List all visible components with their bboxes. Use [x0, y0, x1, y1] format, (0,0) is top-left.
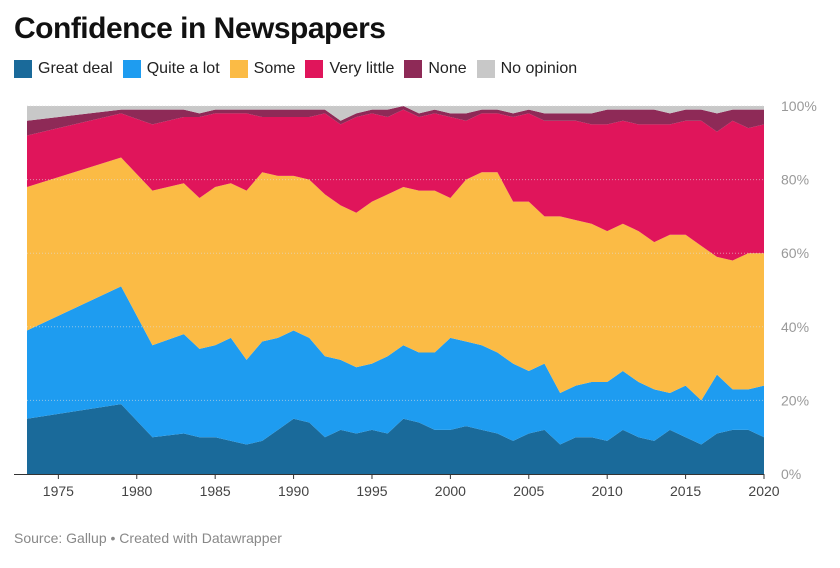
legend-label: None	[428, 60, 467, 77]
area-layers	[27, 106, 764, 474]
chart-title: Confidence in Newspapers	[14, 12, 386, 45]
y-axis-ticks: 0% 20% 40% 60% 80% 100%	[781, 98, 817, 482]
legend-item-none: None	[404, 60, 467, 78]
x-tick-label: 2020	[748, 483, 779, 499]
legend-label: Very little	[329, 60, 395, 77]
x-tick-label: 1990	[278, 483, 309, 499]
area-quite-a-lot	[27, 286, 764, 445]
y-tick-label: 20%	[781, 392, 809, 408]
footer: Source: Gallup • Created with Datawrappe…	[14, 530, 282, 546]
footer-separator: •	[110, 530, 116, 546]
y-tick-label: 40%	[781, 319, 809, 335]
x-tick-label: 1980	[121, 483, 152, 499]
x-tick-label: 1975	[43, 483, 74, 499]
legend-swatch	[404, 60, 423, 78]
area-very-little	[27, 109, 764, 261]
legend-swatch	[476, 60, 495, 78]
x-tick-label: 1995	[356, 483, 387, 499]
credit-text: Created with Datawrapper	[119, 530, 282, 546]
x-tick-label: 1985	[200, 483, 231, 499]
x-axis-ticks: 1975 1980 1985 1990 1995 2000 2005 2010 2015 2020	[43, 474, 780, 499]
area-great-deal	[27, 404, 764, 474]
legend-label: Quite a lot	[146, 60, 220, 77]
area-some	[27, 157, 764, 401]
legend-swatch	[14, 60, 32, 78]
x-tick-label: 2015	[670, 483, 701, 499]
y-tick-label: 60%	[781, 245, 809, 261]
gridlines	[14, 105, 764, 475]
legend-label: Great deal	[38, 60, 113, 77]
legend: Great deal Quite a lot Some Very little None…	[14, 60, 587, 78]
legend-item-great-deal: Great deal	[14, 60, 113, 78]
legend-item-very-little: Very little	[305, 60, 394, 78]
y-tick-label: 100%	[781, 98, 817, 114]
source-text: Source: Gallup	[14, 530, 107, 546]
x-tick-label: 2005	[513, 483, 544, 499]
legend-item-quite-a-lot: Quite a lot	[122, 60, 220, 78]
legend-label: No opinion	[500, 60, 578, 77]
legend-swatch	[229, 60, 248, 78]
legend-swatch	[122, 60, 141, 78]
y-tick-label: 80%	[781, 172, 809, 188]
x-tick-label: 2000	[435, 483, 466, 499]
legend-swatch	[305, 60, 324, 78]
x-tick-label: 2010	[592, 483, 623, 499]
legend-item-no-opinion: No opinion	[476, 60, 578, 78]
area-no-opinion	[27, 106, 764, 121]
y-tick-label: 0%	[781, 466, 801, 482]
legend-item-some: Some	[229, 60, 296, 78]
legend-label: Some	[253, 60, 296, 77]
